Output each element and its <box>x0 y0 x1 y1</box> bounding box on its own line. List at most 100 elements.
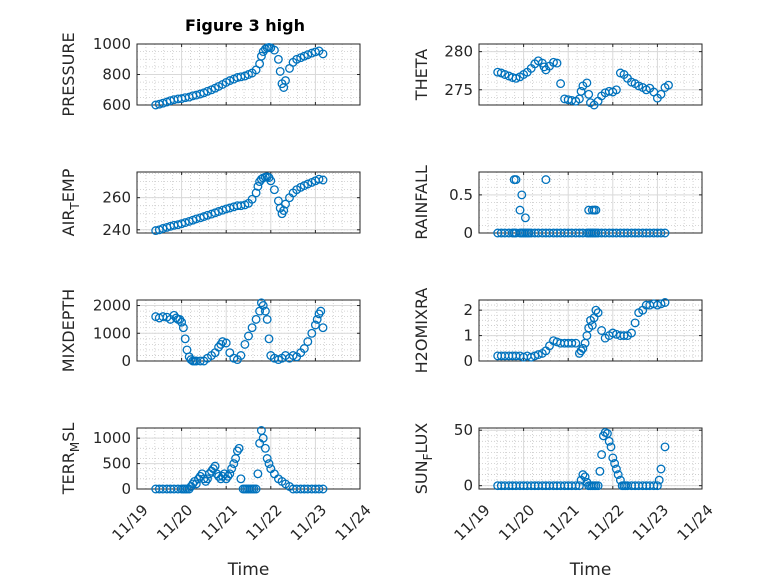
data-point <box>533 350 543 360</box>
data-point <box>656 228 666 238</box>
data-point <box>214 207 224 216</box>
y-axis-label: THETA <box>412 49 431 101</box>
data-point <box>178 323 188 333</box>
data-point <box>227 464 237 474</box>
data-point <box>608 453 618 463</box>
data-point <box>236 351 246 360</box>
x-axis-label: Time <box>227 560 270 580</box>
data-point <box>549 57 558 67</box>
y-axis-label: H2OMIXRA <box>412 288 431 374</box>
data-point <box>567 338 577 348</box>
data-point <box>251 314 261 324</box>
data-point <box>576 346 586 356</box>
data-point <box>269 45 279 55</box>
axes-frame <box>478 299 703 362</box>
data-series <box>493 56 673 110</box>
y-axis-label: MIXDEPTH <box>59 289 78 372</box>
data-point <box>199 474 209 484</box>
axes-frame <box>136 299 361 362</box>
data-point <box>652 481 662 491</box>
data-point <box>541 175 551 185</box>
data-point <box>318 49 328 59</box>
data-point <box>660 228 670 238</box>
data-point <box>292 54 302 64</box>
data-point <box>180 218 190 228</box>
data-point <box>307 328 317 338</box>
data-point <box>578 343 588 353</box>
data-point <box>240 339 250 349</box>
data-point <box>593 481 603 491</box>
data-point <box>511 175 521 185</box>
data-series <box>151 426 328 494</box>
data-point <box>654 475 664 485</box>
y-tick-label: 1000 <box>93 324 131 342</box>
data-point <box>225 469 235 479</box>
data-point <box>656 464 666 474</box>
data-point <box>262 454 272 463</box>
data-series <box>151 298 328 366</box>
data-point <box>177 317 187 327</box>
data-point <box>597 450 607 460</box>
data-point <box>580 472 590 482</box>
data-point <box>256 51 266 61</box>
data-point <box>318 323 328 333</box>
y-tick-label: 500 <box>102 455 131 473</box>
data-point <box>225 76 235 86</box>
data-point <box>619 331 629 341</box>
y-axis-label: TERRMSL <box>59 423 82 496</box>
data-point <box>627 328 636 338</box>
subplot-h2omixra: 0 1 2 H2OMIXRA <box>412 288 703 374</box>
data-point <box>578 470 588 480</box>
y-tick-label: 1000 <box>93 429 131 447</box>
y-axis-label: AIRTEMP <box>59 168 82 236</box>
y-tick-label: 50 <box>454 421 473 439</box>
data-point <box>264 334 274 344</box>
data-point <box>571 481 581 491</box>
data-point <box>517 190 527 200</box>
y-tick-label: 280 <box>444 43 473 61</box>
data-point <box>253 469 263 479</box>
figure-title: Figure 3 high <box>185 16 305 35</box>
y-axis-label: SUNFLUX <box>412 423 435 495</box>
data-point <box>520 213 530 223</box>
y-tick-label: 0.5 <box>449 186 473 204</box>
data-series <box>151 42 328 110</box>
data-point <box>273 54 283 64</box>
y-tick-label: 600 <box>102 96 131 114</box>
data-point <box>201 476 211 486</box>
data-point <box>303 337 313 347</box>
data-point <box>188 479 198 489</box>
data-point <box>180 334 190 344</box>
data-point <box>611 85 621 95</box>
data-point <box>593 308 603 318</box>
y-axis-label: PRESSURE <box>59 32 78 116</box>
data-point <box>260 306 270 316</box>
data-point <box>314 174 324 184</box>
y-tick-label: 2 <box>463 301 473 319</box>
y-tick-label: 0 <box>463 477 473 495</box>
data-point <box>236 474 246 484</box>
data-series <box>493 427 670 491</box>
data-point <box>571 338 581 348</box>
subplot-mixdepth: 0 1000 2000 MIXDEPTH <box>59 289 361 372</box>
data-point <box>229 459 239 469</box>
data-point <box>606 442 616 452</box>
y-tick-label: 1000 <box>93 35 131 53</box>
data-point <box>511 73 521 83</box>
data-point <box>649 481 659 491</box>
data-point <box>191 479 201 489</box>
data-point <box>260 443 270 453</box>
data-point <box>158 312 168 322</box>
data-point <box>613 470 623 480</box>
data-point <box>591 205 601 215</box>
data-point <box>258 433 268 443</box>
data-series <box>151 172 328 236</box>
data-point <box>275 66 285 76</box>
y-tick-label: 800 <box>102 66 131 84</box>
data-point <box>318 484 328 494</box>
data-series <box>493 175 670 238</box>
data-point <box>303 50 313 60</box>
axes-frame <box>136 171 361 234</box>
data-point <box>630 318 640 328</box>
